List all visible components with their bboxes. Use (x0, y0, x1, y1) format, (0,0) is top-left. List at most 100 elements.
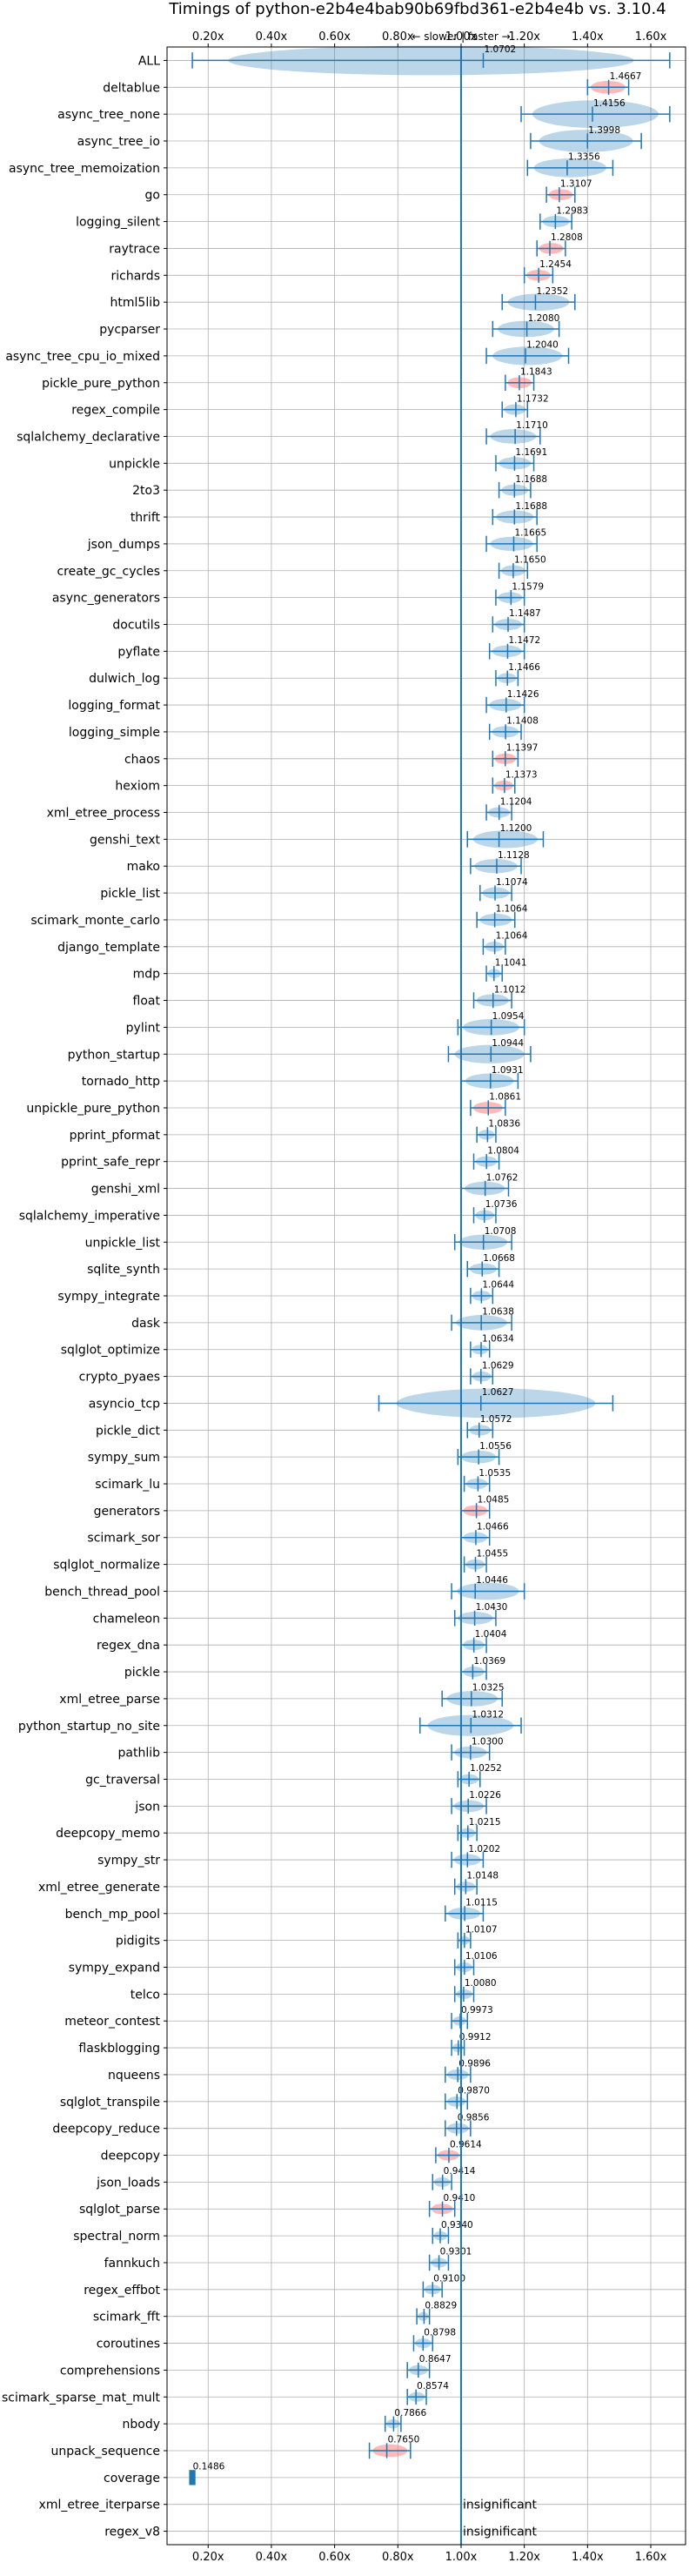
value-label: 1.1688 (515, 474, 547, 485)
benchmark-label: sympy_sum (88, 1451, 160, 1465)
value-label: 1.0762 (486, 1172, 519, 1183)
value-label: 1.0836 (488, 1119, 520, 1130)
benchmark-label: unpickle_pure_python (26, 1102, 160, 1116)
value-label: 1.0644 (482, 1280, 514, 1291)
value-label: 1.3998 (588, 125, 620, 136)
violin-scimark_fft: 0.8829 (416, 2300, 457, 2324)
value-label: 0.8798 (424, 2327, 456, 2338)
benchmark-label: spectral_norm (73, 2230, 160, 2244)
benchmark-label: json_dumps (87, 538, 160, 552)
value-label: 1.0556 (479, 1441, 512, 1452)
benchmark-label: unpickle_list (85, 1236, 161, 1250)
violin-pickle_list: 1.1074 (479, 877, 528, 902)
value-label: 1.1204 (500, 796, 532, 807)
violin-pathlib: 1.0300 (451, 1736, 504, 1761)
benchmark-label: sqlalchemy_declarative (17, 430, 160, 444)
benchmark-label: sqlalchemy_imperative (19, 1209, 160, 1223)
benchmark-label: logging_simple (69, 726, 160, 740)
value-label: 1.0944 (492, 1038, 524, 1049)
benchmark-label: pidigits (116, 1935, 160, 1949)
benchmark-label: chaos (124, 753, 160, 767)
value-label: 1.0702 (484, 44, 516, 55)
benchmark-label: sympy_expand (69, 1962, 160, 1976)
violin-json_loads: 0.9414 (432, 2166, 476, 2190)
benchmark-label: gc_traversal (85, 1773, 160, 1787)
value-label: 0.8829 (425, 2300, 457, 2311)
violin-json: 1.0226 (451, 1790, 501, 1815)
violin-django_template: 1.1064 (482, 931, 528, 956)
violin-fannkuch: 0.9301 (428, 2247, 472, 2271)
value-label: 1.0708 (485, 1226, 517, 1237)
value-label: 0.9301 (440, 2247, 472, 2257)
benchmark-label: unpack_sequence (51, 2445, 160, 2459)
benchmark-label: pprint_pformat (70, 1129, 161, 1143)
violin-async_tree_io: 1.3998 (530, 125, 642, 152)
value-label: 1.2040 (526, 340, 559, 351)
x-tick-label: 0.80x (382, 2551, 414, 2564)
value-label: 1.0312 (472, 1710, 504, 1721)
benchmark-label: pickle_list (100, 887, 160, 901)
value-label: 1.1426 (507, 689, 539, 700)
value-label: 1.1650 (514, 555, 546, 566)
value-label: 0.9340 (441, 2220, 473, 2231)
violin-sqlglot_parse: 0.9410 (428, 2193, 475, 2217)
benchmark-label: sqlglot_normalize (53, 1559, 160, 1573)
violin-logging_format: 1.1426 (485, 689, 539, 714)
violin-richards: 1.2454 (523, 259, 572, 284)
benchmark-label: pathlib (118, 1747, 161, 1761)
value-label: 1.1665 (514, 528, 546, 539)
value-label: 1.1710 (516, 420, 548, 431)
value-label: 1.1408 (506, 716, 539, 727)
violin-sqlalchemy_imperative: 1.0736 (472, 1199, 518, 1224)
benchmark-label: async_tree_memoization (9, 162, 160, 176)
value-label: 1.0629 (482, 1360, 514, 1371)
x-tick-label: 1.60x (635, 30, 667, 44)
x-tick-label: 1.20x (508, 2551, 540, 2564)
value-label: 1.2808 (551, 232, 583, 243)
benchmark-label: dulwich_log (89, 672, 160, 686)
value-label: 1.1200 (500, 823, 532, 834)
value-label: 1.0485 (478, 1495, 510, 1506)
violin-bench_thread_pool: 1.0446 (451, 1575, 525, 1600)
value-label: 1.0148 (466, 1871, 499, 1882)
violin-chameleon: 1.0430 (453, 1602, 508, 1627)
value-label: 1.0080 (465, 1978, 497, 1989)
value-label: 1.1472 (508, 635, 540, 646)
benchmark-label: thrift (130, 511, 161, 525)
value-label: 0.7866 (394, 2408, 426, 2418)
benchmark-label: genshi_xml (91, 1183, 160, 1197)
benchmark-label: sympy_integrate (57, 1290, 160, 1304)
value-label: 1.1074 (496, 877, 528, 888)
value-label: 1.0430 (476, 1602, 508, 1613)
violin-xml_etree_process: 1.1204 (485, 796, 532, 821)
violin-meteor_contest: 0.9973 (451, 2005, 493, 2029)
violin-regex_compile: 1.1732 (501, 393, 549, 418)
value-label: 1.0202 (468, 1844, 500, 1855)
violin-bench_mp_pool: 1.0115 (445, 1898, 498, 1922)
benchmark-label: sqlite_synth (87, 1263, 160, 1277)
benchmark-label: deepcopy_reduce (52, 2123, 160, 2137)
value-label: 0.9896 (458, 2059, 491, 2070)
violin-unpickle_pure_python: 1.0861 (470, 1092, 521, 1117)
x-tick-label: 0.60x (318, 2551, 351, 2564)
benchmark-label: python_startup_no_site (18, 1720, 160, 1734)
violin-html5lib: 1.2352 (501, 286, 576, 312)
benchmark-label: pickle_dict (96, 1424, 161, 1438)
value-label: 1.1128 (498, 850, 530, 861)
violin-coverage: 0.1486 (189, 2462, 225, 2485)
value-label: 1.0404 (475, 1629, 507, 1640)
violin-chaos: 1.1397 (492, 743, 538, 768)
violin-sqlglot_normalize: 1.0455 (463, 1548, 508, 1573)
benchmark-label: sqlglot_optimize (61, 1344, 160, 1358)
benchmark-label: nbody (123, 2418, 161, 2432)
value-label: 1.1064 (496, 931, 528, 942)
value-label: 1.1691 (515, 447, 547, 458)
benchmark-label: meteor_contest (64, 2015, 160, 2029)
benchmark-label: pickle (124, 1666, 160, 1680)
benchmark-label: deepcopy (101, 2150, 160, 2163)
violin-genshi_xml: 1.0762 (460, 1172, 519, 1197)
benchmark-label: pprint_safe_repr (61, 1156, 160, 1170)
value-label: 1.0627 (482, 1387, 514, 1398)
violin-deepcopy_reduce: 0.9856 (445, 2112, 490, 2137)
violin-ALL: 1.0702 (191, 44, 671, 76)
